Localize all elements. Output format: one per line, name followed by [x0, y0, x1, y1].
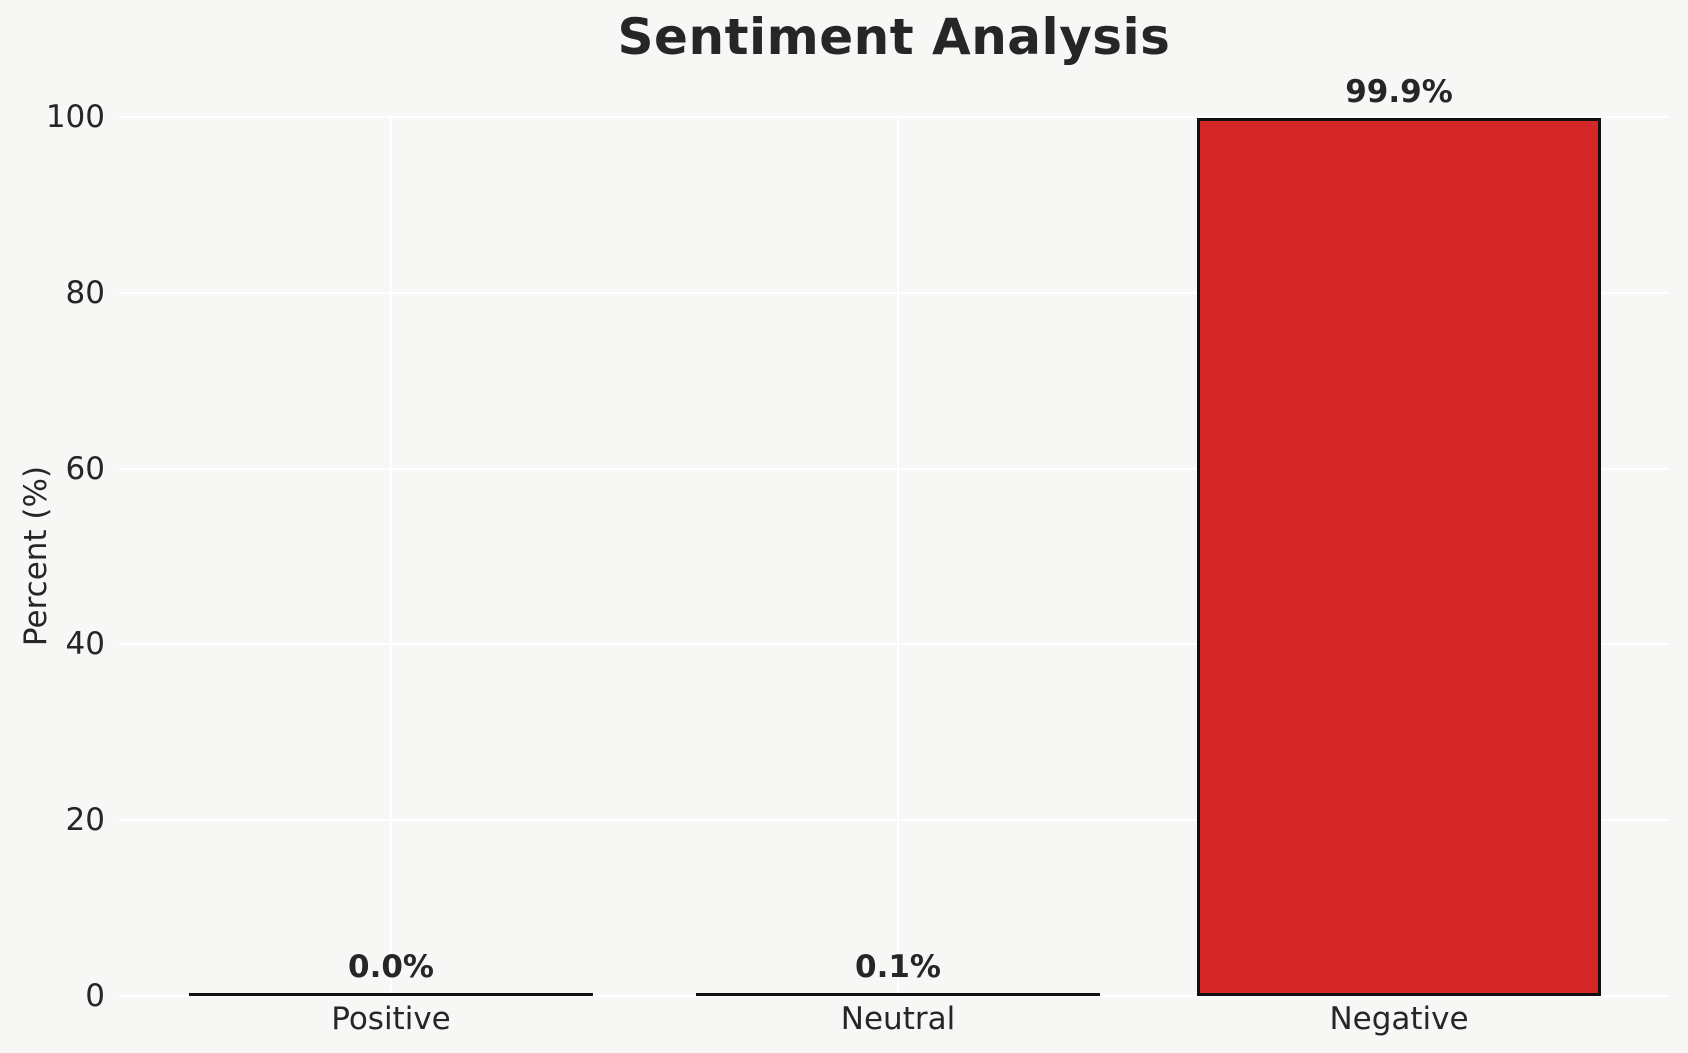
- y-tick-label: 60: [65, 450, 105, 487]
- y-tick-label: 100: [45, 99, 105, 135]
- plot-area: 0 20 40 60 80 100 0.0% Positive 0.1% Neutral 99.9%…: [46, 76, 1669, 1035]
- bar-value-label: 99.9%: [1345, 73, 1453, 110]
- bar-neutral: [696, 993, 1100, 996]
- category-label: Positive: [331, 1001, 451, 1037]
- y-tick-label: 80: [65, 274, 105, 311]
- h-gridline: [119, 467, 1669, 470]
- v-gridline: [897, 117, 899, 996]
- y-tick-label: 20: [65, 802, 105, 839]
- category-label: Negative: [1329, 1001, 1469, 1037]
- y-axis-label: Percent (%): [18, 465, 54, 647]
- bar-positive: [189, 993, 593, 996]
- h-gridline: [119, 819, 1669, 822]
- bar-value-label: 0.0%: [348, 949, 434, 985]
- chart-title: Sentiment Analysis: [617, 8, 1171, 66]
- h-gridline: [119, 116, 1669, 118]
- y-tick-label: 40: [65, 626, 105, 663]
- h-gridline: [119, 995, 1669, 997]
- h-gridline: [119, 643, 1669, 646]
- bar-value-label: 0.1%: [855, 949, 941, 985]
- v-gridline: [390, 117, 392, 996]
- category-label: Neutral: [840, 1001, 956, 1037]
- y-tick-label: 0: [85, 978, 105, 1014]
- h-gridline: [119, 291, 1669, 294]
- bar-negative: [1197, 118, 1601, 996]
